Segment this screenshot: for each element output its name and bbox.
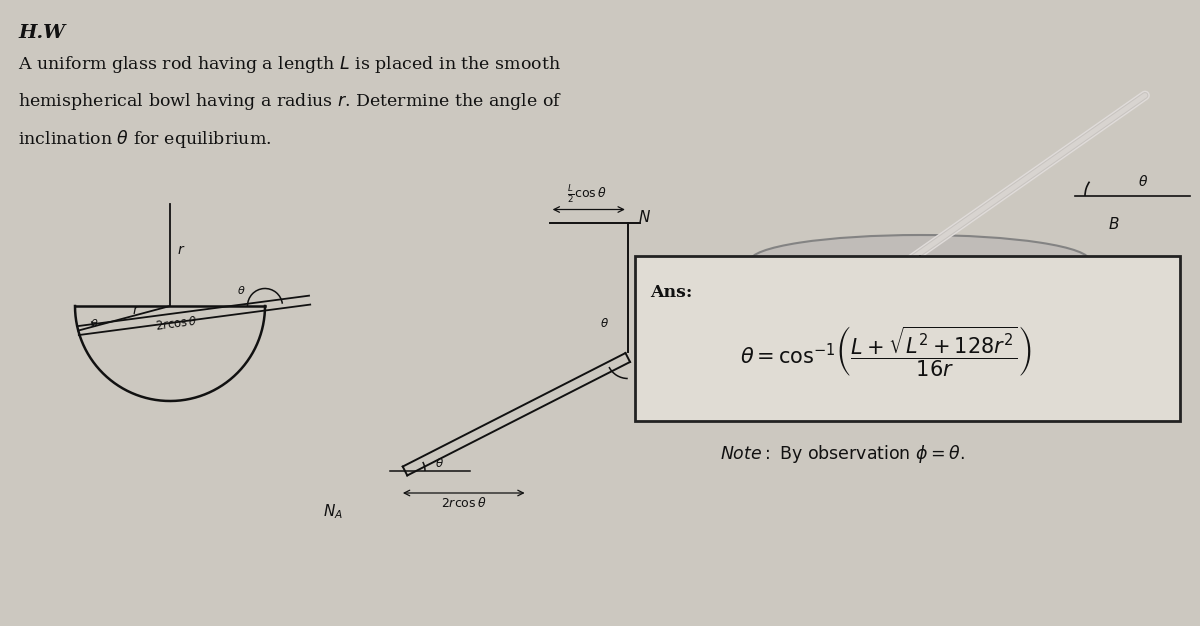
Text: $N$: $N$ (637, 208, 650, 225)
Text: $\theta = \cos^{-1}\!\left(\dfrac{L + \sqrt{L^2 + 128r^2}}{16r}\right)$: $\theta = \cos^{-1}\!\left(\dfrac{L + \s… (740, 324, 1032, 379)
Polygon shape (750, 261, 1090, 342)
Text: $2r\cos\theta$: $2r\cos\theta$ (440, 496, 486, 510)
Bar (875, 342, 965, 364)
Text: $r$: $r$ (132, 303, 140, 317)
Text: Ans:: Ans: (650, 284, 692, 301)
Text: $2r\cos\theta$: $2r\cos\theta$ (155, 315, 199, 333)
Polygon shape (772, 267, 1068, 334)
Text: $\theta$: $\theta$ (238, 284, 246, 296)
Text: $B$: $B$ (1108, 216, 1120, 232)
Text: $N_o$: $N_o$ (662, 356, 682, 374)
Text: $\theta$: $\theta$ (600, 317, 608, 329)
Text: inclination $\theta$ for equilibrium.: inclination $\theta$ for equilibrium. (18, 128, 271, 150)
Text: $\theta$: $\theta$ (434, 457, 444, 470)
Text: H.W: H.W (18, 24, 65, 42)
Text: $\mathit{Note:}\ \mathrm{By\ observation}\ \phi = \theta.$: $\mathit{Note:}\ \mathrm{By\ observation… (720, 443, 965, 465)
Text: $\frac{L}{2}\cos\theta$: $\frac{L}{2}\cos\theta$ (566, 183, 606, 205)
Bar (635, 256, 1180, 421)
Ellipse shape (750, 235, 1090, 287)
Text: $r$: $r$ (862, 261, 871, 276)
Text: A uniform glass rod having a length $L$ is placed in the smooth: A uniform glass rod having a length $L$ … (18, 54, 560, 75)
Text: $r$: $r$ (178, 243, 186, 257)
Text: $\theta$: $\theta$ (1138, 174, 1148, 189)
Text: $\theta$: $\theta$ (90, 317, 98, 329)
Bar (720, 362, 1120, 379)
Text: hemispherical bowl having a radius $r$. Determine the angle of: hemispherical bowl having a radius $r$. … (18, 91, 562, 112)
Text: $N_A$: $N_A$ (323, 502, 343, 521)
Text: $A$: $A$ (828, 325, 840, 341)
